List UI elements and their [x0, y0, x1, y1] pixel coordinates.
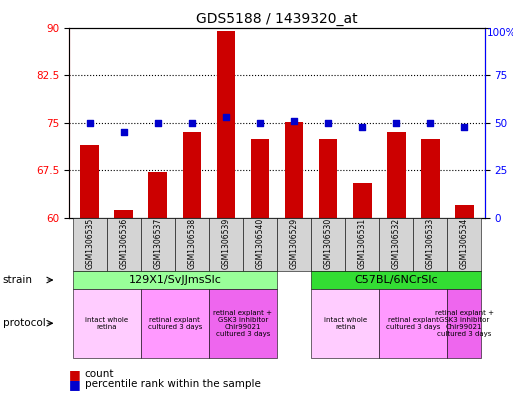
Bar — [183, 132, 201, 218]
Text: count: count — [85, 369, 114, 379]
Text: GSM1306537: GSM1306537 — [153, 218, 162, 269]
Point — [154, 119, 162, 126]
Text: retinal explant
cultured 3 days: retinal explant cultured 3 days — [148, 317, 202, 330]
Text: percentile rank within the sample: percentile rank within the sample — [85, 379, 261, 389]
Text: GSM1306530: GSM1306530 — [324, 218, 332, 269]
Text: protocol: protocol — [3, 318, 45, 328]
Point — [222, 114, 230, 120]
Point — [290, 118, 298, 124]
Text: GSM1306536: GSM1306536 — [119, 218, 128, 269]
Point — [324, 119, 332, 126]
Bar — [421, 139, 440, 218]
Point — [188, 119, 196, 126]
Text: GSM1306539: GSM1306539 — [222, 218, 230, 269]
Bar — [81, 145, 99, 218]
Text: GSM1306538: GSM1306538 — [187, 218, 196, 269]
Point — [120, 129, 128, 136]
Text: ■: ■ — [69, 367, 81, 381]
Bar — [387, 132, 406, 218]
Text: 129X1/SvJJmsSlc: 129X1/SvJJmsSlc — [128, 275, 221, 285]
Text: GSM1306535: GSM1306535 — [85, 218, 94, 269]
Text: C57BL/6NCrSlc: C57BL/6NCrSlc — [354, 275, 438, 285]
Text: retinal explant +
GSK3 inhibitor
Chir99021
cultured 3 days: retinal explant + GSK3 inhibitor Chir990… — [213, 310, 272, 337]
Point — [460, 123, 468, 130]
Text: 100%: 100% — [487, 28, 513, 37]
Title: GDS5188 / 1439320_at: GDS5188 / 1439320_at — [196, 13, 358, 26]
Point — [358, 123, 366, 130]
Text: GSM1306532: GSM1306532 — [392, 218, 401, 269]
Text: ■: ■ — [69, 378, 81, 391]
Text: GSM1306534: GSM1306534 — [460, 218, 469, 269]
Text: intact whole
retina: intact whole retina — [85, 317, 128, 330]
Text: GSM1306529: GSM1306529 — [289, 218, 299, 269]
Bar — [251, 139, 269, 218]
Bar — [216, 31, 235, 218]
Text: GSM1306533: GSM1306533 — [426, 218, 435, 269]
Bar — [455, 206, 473, 218]
Text: GSM1306531: GSM1306531 — [358, 218, 367, 269]
Text: retinal explant +
GSK3 inhibitor
Chir99021
cultured 3 days: retinal explant + GSK3 inhibitor Chir990… — [435, 310, 494, 337]
Text: retinal explant
cultured 3 days: retinal explant cultured 3 days — [386, 317, 441, 330]
Text: intact whole
retina: intact whole retina — [324, 317, 367, 330]
Point — [426, 119, 435, 126]
Bar — [353, 183, 371, 218]
Point — [86, 119, 94, 126]
Bar — [114, 211, 133, 218]
Point — [256, 119, 264, 126]
Bar — [319, 139, 338, 218]
Text: strain: strain — [3, 275, 32, 285]
Bar — [148, 173, 167, 218]
Bar — [285, 121, 303, 218]
Point — [392, 119, 400, 126]
Text: GSM1306540: GSM1306540 — [255, 218, 265, 269]
